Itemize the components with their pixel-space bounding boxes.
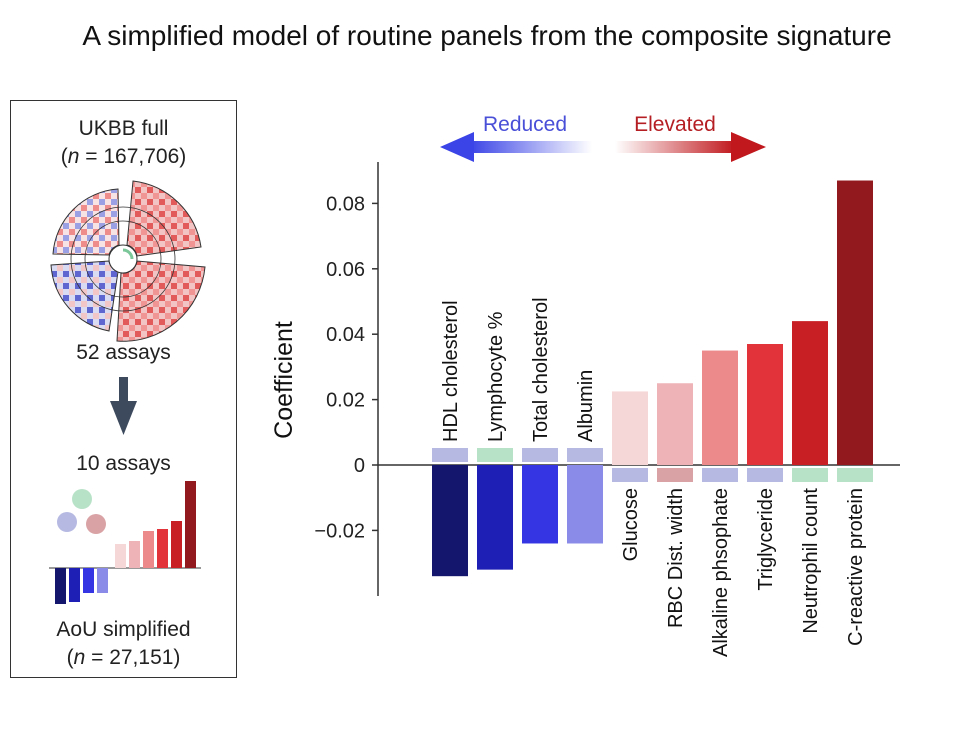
group-marker <box>747 468 783 482</box>
circular-heatmap-icon <box>50 180 206 342</box>
group-marker <box>702 468 738 482</box>
cohort-full-n: (n = 167,706) <box>60 145 187 168</box>
group-circle-green <box>72 489 92 509</box>
left-panel-graphics <box>49 180 206 604</box>
y-tick-label: −0.02 <box>314 520 365 542</box>
group-marker <box>567 448 603 462</box>
assays-full-label: 52 assays <box>76 341 171 364</box>
legend-elevated-label: Elevated <box>634 113 716 136</box>
mini-bar-chart-icon <box>49 481 201 604</box>
category-label: Albumin <box>575 370 597 442</box>
bar <box>837 180 873 465</box>
group-circle-red <box>86 514 106 534</box>
group-marker <box>432 448 468 462</box>
category-label: Lymphocyte % <box>485 311 507 442</box>
cohort-simplified-label: AoU simplified <box>56 618 191 641</box>
category-label: Neutrophil count <box>800 488 822 634</box>
group-circle-blue <box>57 512 77 532</box>
category-label: C-reactive protein <box>845 488 867 646</box>
figure-title: A simplified model of routine panels fro… <box>82 20 892 51</box>
elevated-arrow-icon <box>615 132 766 162</box>
bar <box>522 465 558 544</box>
bar <box>657 383 693 465</box>
y-tick-label: 0.06 <box>326 259 365 281</box>
y-tick-label: 0.02 <box>326 390 365 412</box>
category-label: Total cholesterol <box>530 297 552 442</box>
cohort-full-label: UKBB full <box>78 117 169 140</box>
group-marker <box>837 468 873 482</box>
bar <box>612 391 648 465</box>
category-label: Alkaline phsophate <box>710 488 732 657</box>
bar <box>567 465 603 544</box>
group-marker <box>657 468 693 482</box>
category-label: RBC Dist. width <box>665 488 687 628</box>
group-marker <box>477 448 513 462</box>
y-tick-label: 0 <box>354 455 365 477</box>
y-tick-label: 0.08 <box>326 193 365 215</box>
bar <box>702 350 738 465</box>
legend-reduced-label: Reduced <box>483 113 567 136</box>
assays-simplified-label: 10 assays <box>76 452 171 475</box>
category-label: Glucose <box>620 488 642 561</box>
cohort-summary-panel: UKBB full (n = 167,706) <box>10 100 237 678</box>
y-tick-label: 0.04 <box>326 324 365 346</box>
group-marker <box>792 468 828 482</box>
cohort-simplified-n: (n = 27,151) <box>66 646 181 669</box>
bar <box>792 321 828 465</box>
bar <box>432 465 468 577</box>
y-axis-label: Coefficient <box>270 321 298 439</box>
down-arrow-icon <box>110 377 137 435</box>
category-label: Triglyceride <box>755 488 777 591</box>
group-marker <box>522 448 558 462</box>
reduced-arrow-icon <box>440 132 592 162</box>
category-label: HDL cholesterol <box>440 300 462 442</box>
bar <box>477 465 513 570</box>
group-marker <box>612 468 648 482</box>
bar <box>747 344 783 465</box>
